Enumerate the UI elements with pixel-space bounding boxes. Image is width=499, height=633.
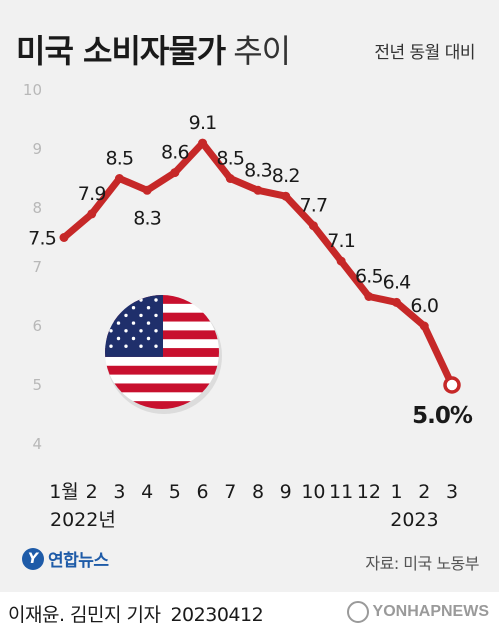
data-label: 8.5 xyxy=(216,148,244,170)
data-labels: 7.57.98.58.38.69.18.58.3 8.27.77.16.5 6.46… xyxy=(28,112,474,429)
x-tick-label: 1월 xyxy=(49,481,79,503)
y-tick-label: 10 xyxy=(23,81,42,99)
data-point xyxy=(281,191,291,201)
x-tick-label: 12 xyxy=(357,481,381,503)
x-tick-label: 11 xyxy=(329,481,353,503)
y-tick-label: 8 xyxy=(32,199,42,217)
data-label: 7.1 xyxy=(327,230,355,252)
logo-text: 연합뉴스 xyxy=(48,551,109,571)
title-bold: 미국 소비자물가 xyxy=(16,32,226,70)
data-point xyxy=(170,168,180,178)
y-tick-label: 6 xyxy=(32,317,42,335)
x-tick-label: 3 xyxy=(446,481,458,503)
data-point xyxy=(142,185,152,195)
data-point xyxy=(419,321,429,331)
data-point xyxy=(336,256,346,266)
data-label: 7.7 xyxy=(300,195,328,217)
data-label: 7.5 xyxy=(28,228,56,250)
data-label: 6.5 xyxy=(355,266,383,288)
x-tick-label: 7 xyxy=(224,481,236,503)
x-tick-label: 2 xyxy=(86,481,98,503)
data-label: 8.3 xyxy=(133,207,161,229)
data-label: 6.4 xyxy=(383,271,412,293)
y-tick-label: 4 xyxy=(32,435,42,453)
data-point xyxy=(392,297,402,307)
agency-icon xyxy=(346,601,369,623)
data-point xyxy=(308,221,318,231)
footer-bar: 이재윤. 김민지 기자 20230412 YONHAPNEWS xyxy=(0,592,499,633)
yonhap-logo: Y 연합뉴스 xyxy=(22,546,109,571)
data-label: 6.0 xyxy=(410,295,438,317)
y-tick-label: 7 xyxy=(32,258,42,276)
x-tick-label: 5 xyxy=(169,481,181,503)
data-label: 7.9 xyxy=(78,183,106,205)
series-layer xyxy=(59,138,461,394)
data-point-last xyxy=(443,376,461,394)
chart-subtitle: 전년 동월 대비 xyxy=(374,43,475,63)
source-note: 자료: 미국 노동부 xyxy=(365,554,479,573)
data-label: 8.5 xyxy=(106,148,134,170)
data-label: 8.6 xyxy=(161,142,189,164)
agency-watermark: YONHAPNEWS xyxy=(346,601,489,623)
year-label: 2022년 xyxy=(50,509,116,531)
chart-title: 미국 소비자물가 추이 xyxy=(16,26,291,72)
data-point xyxy=(225,174,235,183)
x-tick-label: 4 xyxy=(141,481,153,503)
data-point xyxy=(198,138,208,148)
data-point xyxy=(59,233,69,242)
yonhap-logo-icon: Y xyxy=(22,547,44,570)
year-label: 2023 xyxy=(390,509,438,531)
us-flag-icon xyxy=(105,295,222,414)
data-label-last: 5.0% xyxy=(412,403,473,429)
byline-authors: 이재윤. 김민지 기자 xyxy=(8,604,161,626)
data-point xyxy=(114,174,124,183)
data-label: 9.1 xyxy=(189,112,217,134)
data-point xyxy=(87,209,97,219)
y-axis: 4 5 6 7 8 9 10 xyxy=(23,81,42,453)
byline: 이재윤. 김민지 기자 20230412 xyxy=(8,600,264,627)
data-point xyxy=(253,185,263,195)
y-tick-label: 5 xyxy=(32,376,42,394)
data-label: 8.2 xyxy=(272,165,300,187)
x-tick-label: 3 xyxy=(113,481,125,503)
data-label: 8.3 xyxy=(244,159,272,181)
x-tick-label: 2 xyxy=(418,481,430,503)
x-tick-label: 6 xyxy=(197,481,209,503)
title-light: 추이 xyxy=(233,32,291,70)
byline-date: 20230412 xyxy=(170,604,264,626)
x-tick-label: 8 xyxy=(252,481,264,503)
x-tick-label: 9 xyxy=(280,481,292,503)
x-tick-label: 10 xyxy=(301,481,325,503)
data-point xyxy=(364,292,374,301)
chart-card: 미국 소비자물가 추이 전년 동월 대비 4 5 6 7 8 9 10 7.5 7.9 8.5 8.… xyxy=(0,0,499,592)
agency-text: YONHAPNEWS xyxy=(372,603,489,620)
y-tick-label: 9 xyxy=(32,140,42,158)
x-tick-label: 1 xyxy=(391,481,403,503)
